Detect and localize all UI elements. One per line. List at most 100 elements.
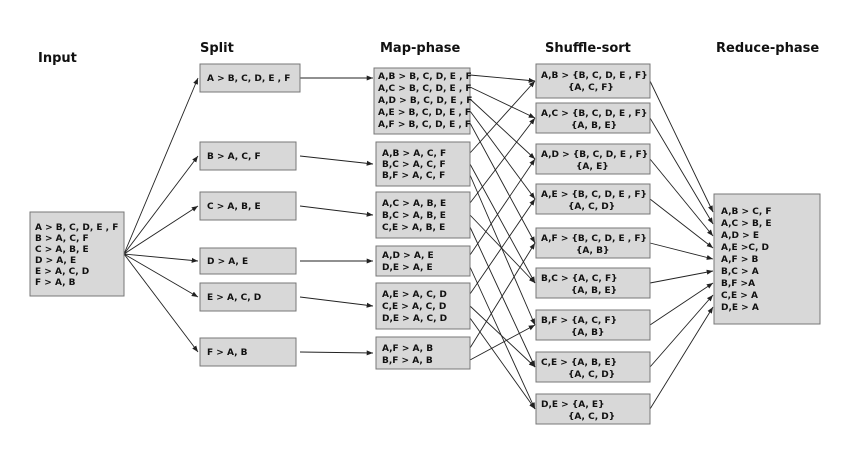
split-box: A > B, C, D, E , F xyxy=(199,63,301,93)
map-line: A,F > A, B xyxy=(382,344,433,354)
reduce-line: A,D > E xyxy=(721,231,759,241)
map-box: A,C > A, B, E B,C > A, B, E C,E > A, B, … xyxy=(375,191,471,239)
flow-arrow xyxy=(299,205,374,217)
shuffle-box: B,C > {A, C, F} {A, B, E} xyxy=(535,267,651,299)
header-shuffle-sort: Shuffle-sort xyxy=(545,41,631,56)
input-line: C > A, B, E xyxy=(35,245,89,255)
header-input: Input xyxy=(38,51,77,66)
flow-arrow xyxy=(299,350,374,356)
flow-arrow xyxy=(469,86,536,119)
shuffle-box: C,E > {A, B, E} {A, C, D} xyxy=(535,351,651,383)
split-line: F > A, B xyxy=(207,348,248,358)
flow-arrow xyxy=(469,266,536,410)
flow-arrow xyxy=(123,253,199,263)
map-line: B,C > A, C, F xyxy=(382,160,446,170)
shuffle-box: D,E > {A, E} {A, C, D} xyxy=(535,393,651,425)
flow-arrow xyxy=(469,317,536,410)
shuffle-line: {A, C, D} xyxy=(568,202,615,212)
flow-arrow xyxy=(649,269,714,284)
map-line: B,F > A, C, F xyxy=(382,171,445,181)
shuffle-line: {A, C, D} xyxy=(568,370,615,380)
map-line: B,F > A, B xyxy=(382,356,433,366)
flow-arrow xyxy=(469,158,536,256)
map-line: A,E > A, C, D xyxy=(382,290,447,300)
map-box: A,F > A, B B,F > A, B xyxy=(375,336,471,370)
shuffle-line: A,E > {B, C, D, E , F} xyxy=(541,190,647,200)
map-line: A,B > A, C, F xyxy=(382,149,446,159)
input-box: A > B, C, D, E , F B > A, C, F C > A, B,… xyxy=(29,211,125,297)
split-box: B > A, C, F xyxy=(199,141,297,171)
split-box: F > A, B xyxy=(199,337,297,367)
flow-arrow xyxy=(649,80,714,213)
shuffle-box: B,F > {A, C, F} {A, B} xyxy=(535,309,651,341)
reduce-line: B,F >A xyxy=(721,279,755,289)
map-line: A,E > B, C, D, E , F xyxy=(378,108,471,118)
flow-arrow xyxy=(469,214,536,284)
shuffle-box: A,F > {B, C, D, E , F} {A, B} xyxy=(535,227,651,259)
reduce-line: A,F > B xyxy=(721,255,759,265)
shuffle-box: A,B > {B, C, D, E , F} {A, C, F} xyxy=(535,63,651,99)
split-box: C > A, B, E xyxy=(199,191,297,221)
map-line: B,C > A, B, E xyxy=(382,211,446,221)
flow-arrow xyxy=(469,242,536,349)
flow-arrow xyxy=(469,98,536,160)
header-map-phase: Map-phase xyxy=(380,41,460,56)
map-line: C,E > A, C, D xyxy=(382,302,446,312)
map-line: A,F > B, C, D, E , F xyxy=(378,120,471,130)
shuffle-line: {A, C, F} xyxy=(568,83,614,93)
split-line: D > A, E xyxy=(207,257,248,267)
flow-arrow xyxy=(469,117,536,204)
shuffle-line: {A, E} xyxy=(576,162,609,172)
reduce-line: C,E > A xyxy=(721,291,758,301)
flow-arrow xyxy=(299,155,374,166)
flow-arrow xyxy=(123,77,199,255)
map-line: D,E > A, C, D xyxy=(382,314,447,324)
split-box: E > A, C, D xyxy=(199,282,297,312)
map-box: A,B > A, C, F B,C > A, C, F B,F > A, C, … xyxy=(375,141,471,187)
shuffle-line: {A, B, E} xyxy=(571,121,617,131)
flow-arrow xyxy=(649,282,714,326)
flow-arrow xyxy=(123,155,199,255)
shuffle-box: A,E > {B, C, D, E , F} {A, C, D} xyxy=(535,183,651,215)
input-line: B > A, C, F xyxy=(35,234,89,244)
shuffle-line: B,F > {A, C, F} xyxy=(541,316,617,326)
flow-arrow xyxy=(649,242,714,260)
shuffle-line: {A, C, D} xyxy=(568,412,615,422)
shuffle-line: {A, B} xyxy=(576,246,609,256)
reduce-line: A,E >C, D xyxy=(721,243,769,253)
flow-arrow xyxy=(469,324,536,361)
reduce-line: B,C > A xyxy=(721,267,759,277)
flow-arrow xyxy=(649,198,714,249)
reduce-line: A,C > B, E xyxy=(721,219,772,229)
shuffle-line: C,E > {A, B, E} xyxy=(541,358,617,368)
header-reduce-phase: Reduce-phase xyxy=(716,41,819,56)
flow-arrow xyxy=(649,294,714,368)
map-line: D,E > A, E xyxy=(382,263,433,273)
map-line: A,C > B, C, D, E , F xyxy=(378,84,472,94)
shuffle-box: A,C > {B, C, D, E , F} {A, B, E} xyxy=(535,102,651,134)
map-box: A,E > A, C, D C,E > A, C, D D,E > A, C, … xyxy=(375,282,471,330)
shuffle-line: A,B > {B, C, D, E , F} xyxy=(541,71,648,81)
input-line: E > A, C, D xyxy=(35,267,89,277)
reduce-line: D,E > A xyxy=(721,303,759,313)
split-line: A > B, C, D, E , F xyxy=(207,74,290,84)
flow-arrow xyxy=(469,305,536,368)
flow-arrows xyxy=(123,74,714,410)
shuffle-line: {A, B, E} xyxy=(571,286,617,296)
flow-arrow xyxy=(299,296,374,308)
input-line: D > A, E xyxy=(35,256,76,266)
flow-arrow xyxy=(123,253,199,353)
split-box: D > A, E xyxy=(199,247,297,275)
map-box: A,B > B, C, D, E , F A,C > B, C, D, E , … xyxy=(373,67,472,135)
flow-arrow xyxy=(469,80,536,154)
flow-arrow xyxy=(469,226,536,368)
shuffle-line: A,C > {B, C, D, E , F} xyxy=(541,109,647,119)
input-line: F > A, B xyxy=(35,278,76,288)
flow-arrow xyxy=(123,253,199,298)
map-box: A,D > A, E D,E > A, E xyxy=(375,245,471,277)
flow-arrow xyxy=(469,163,536,284)
flow-arrow xyxy=(469,110,536,200)
map-line: A,C > A, B, E xyxy=(382,199,446,209)
flow-arrow xyxy=(649,306,714,410)
shuffle-line: {A, B} xyxy=(571,328,604,338)
